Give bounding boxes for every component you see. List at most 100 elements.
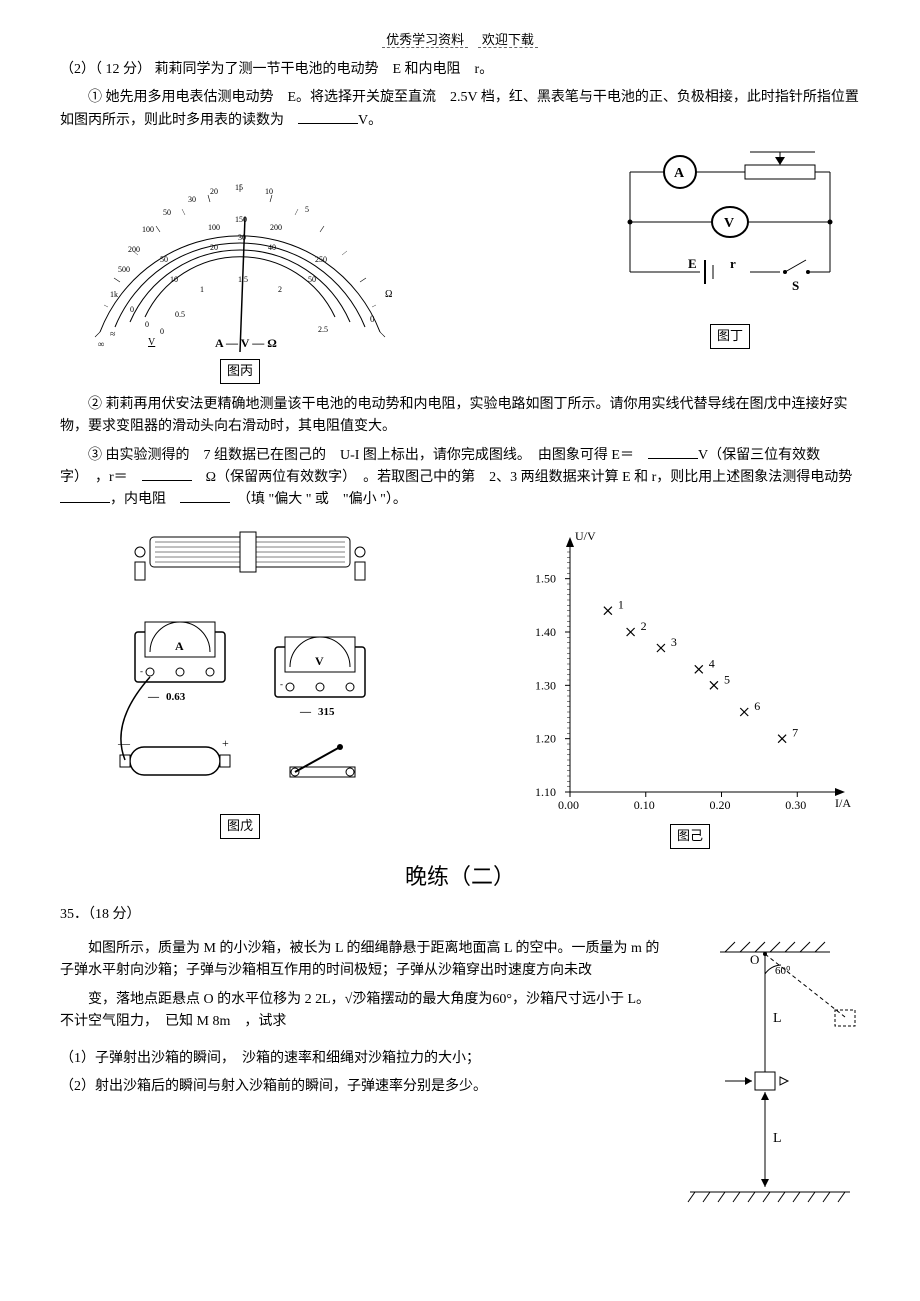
svg-text:A — V — Ω: A — V — Ω [215,336,277,350]
q35-p2a: 变，落地点距悬点 O 的水平位移为 2 2L， [88,992,345,1007]
svg-text:Ω: Ω [385,289,392,300]
svg-text:3: 3 [671,635,677,649]
svg-text:-: - [140,666,143,676]
svg-text:V: V [724,216,734,231]
fig-ding-box: A V E r S 图丁 [600,142,860,349]
svg-text:1k: 1k [110,290,118,299]
q35-sub2: （2）射出沙箱后的瞬间与射入沙箱前的瞬间，子弹速率分别是多少。 [60,1076,660,1098]
pendulum-diagram: O 60⁰ L L [660,932,860,1212]
chart-ylabel: U/V [575,529,596,543]
svg-text:1.50: 1.50 [535,571,556,585]
svg-text:50: 50 [308,275,316,284]
fig-row-2: A — 0.63 - V - — 315 — + [60,522,860,849]
multimeter-dial: ∞ 1k 500 200 100 50 30 20 15 10 5 0 0 50… [60,142,420,357]
svg-text:2: 2 [641,619,647,633]
blank-emf[interactable] [60,489,110,503]
svg-text:0.10: 0.10 [634,798,655,812]
svg-text:100: 100 [208,223,220,232]
svg-text:A: A [674,166,685,181]
chart-xlabel: I/A [835,796,851,810]
svg-text:—: — [147,691,160,703]
q35-text: 如图所示，质量为 M 的小沙箱，被长为 L 的细绳静悬于距离地面高 L 的空中。… [60,932,660,1212]
fig-bing-label: 图丙 [220,359,260,384]
blank-res[interactable] [180,489,230,503]
fig-ding-label: 图丁 [710,324,750,349]
q35-p1: 如图所示，质量为 M 的小沙箱，被长为 L 的细绳静悬于距离地面高 L 的空中。… [60,938,660,983]
svg-text:6: 6 [754,699,760,713]
svg-text:50: 50 [163,208,171,217]
svg-text:50: 50 [160,255,168,264]
svg-text:1.20: 1.20 [535,731,556,745]
svg-text:—: — [299,706,312,718]
q35-body: 如图所示，质量为 M 的小沙箱，被长为 L 的细绳静悬于距离地面高 L 的空中。… [60,932,860,1212]
svg-text:200: 200 [128,245,140,254]
pendulum-O: O [750,952,759,967]
svg-text:1: 1 [200,285,204,294]
svg-text:20: 20 [210,243,218,252]
svg-text:10: 10 [170,275,178,284]
svg-text:5: 5 [305,205,309,214]
svg-text:0.00: 0.00 [558,798,579,812]
svg-text:r: r [730,256,736,271]
ui-chart: U/V I/A 1.101.201.301.401.50 0.000.100.2… [520,522,860,822]
svg-text:A: A [175,639,184,653]
svg-text:40: 40 [268,243,276,252]
pendulum-L1: L [773,1011,782,1026]
fig-wu-label: 图戊 [220,814,260,839]
svg-text:1.30: 1.30 [535,678,556,692]
q2-p3-a: ③ 由实验测得的 7 组数据已在图己的 U-I 图上标出，请你完成图线。 由图象… [88,448,648,463]
fig-bing-box: ∞ 1k 500 200 100 50 30 20 15 10 5 0 0 50… [60,142,420,384]
q2-p3: ③ 由实验测得的 7 组数据已在图己的 U-I 图上标出，请你完成图线。 由图象… [60,445,860,512]
doc-header: 优秀学习资料 欢迎下载 [60,30,860,51]
fig-ji-label: 图己 [670,824,710,849]
q2-p1: ① 她先用多用电表估测电动势 E。将选择开关旋至直流 2.5V 档，红、黑表笔与… [60,87,860,132]
blank-r[interactable] [142,467,192,481]
svg-text:-: - [280,679,283,689]
q2-number: （2）（ 12 分） [60,62,151,77]
voltmeter-range: 315 [318,706,335,718]
q2-p1-text: ① 她先用多用电表估测电动势 E。将选择开关旋至直流 2.5V 档，红、黑表笔与… [60,90,859,127]
svg-text:1.40: 1.40 [535,625,556,639]
svg-text:4: 4 [709,656,715,670]
blank-E[interactable] [648,445,698,459]
svg-text:≈: ≈ [110,329,116,340]
fig-row-1: ∞ 1k 500 200 100 50 30 20 15 10 5 0 0 50… [60,142,860,384]
svg-text:E: E [688,256,697,271]
fig-ji-box: U/V I/A 1.101.201.301.401.50 0.000.100.2… [520,522,860,849]
svg-text:+: + [222,736,229,750]
svg-text:200: 200 [270,223,282,232]
q35-p2: 变，落地点距悬点 O 的水平位移为 2 2L，√沙箱摆动的最大角度为60°，沙箱… [60,989,660,1034]
q35-sub1: （1）子弹射出沙箱的瞬间， 沙箱的速率和细绳对沙箱拉力的大小； [60,1048,660,1070]
svg-text:10: 10 [265,187,273,196]
svg-text:0.20: 0.20 [710,798,731,812]
svg-text:0: 0 [130,305,134,314]
svg-text:5: 5 [724,672,730,686]
apparatus-diagram: A — 0.63 - V - — 315 — + [60,522,420,812]
pendulum-L2: L [773,1131,782,1146]
svg-text:7: 7 [792,725,798,739]
svg-text:2.5: 2.5 [318,325,328,334]
q2-p3-c: Ω（保留两位有效数字） 。若取图己中的第 2、3 两组数据来计算 E 和 r，则… [192,470,867,485]
svg-text:1: 1 [618,597,624,611]
svg-text:0.30: 0.30 [785,798,806,812]
svg-text:250: 250 [315,255,327,264]
ammeter-range: 0.63 [166,691,186,703]
blank-reading[interactable] [298,110,358,124]
q2-intro-text: 莉莉同学为了测一节干电池的电动势 E 和内电阻 r。 [151,62,493,77]
section-2-title: 晚练（二） [60,859,860,894]
q2-p2: ② 莉莉再用伏安法更精确地测量该干电池的电动势和内电阻，实验电路如图丁所示。请你… [60,394,860,439]
q2-intro: （2）（ 12 分） 莉莉同学为了测一节干电池的电动势 E 和内电阻 r。 [60,59,860,81]
svg-text:30: 30 [188,195,196,204]
svg-text:0: 0 [145,320,149,329]
header-left: 优秀学习资料 [382,32,468,48]
svg-text:100: 100 [142,225,154,234]
q35-figure: O 60⁰ L L [660,932,860,1212]
svg-text:2: 2 [278,285,282,294]
svg-text:V: V [148,337,156,348]
svg-text:V: V [315,654,324,668]
svg-text:0: 0 [370,314,375,324]
q2-p1-unit: V。 [358,113,382,128]
circuit-diagram: A V E r S [600,142,860,322]
svg-text:500: 500 [118,265,130,274]
svg-text:∞: ∞ [98,339,104,349]
